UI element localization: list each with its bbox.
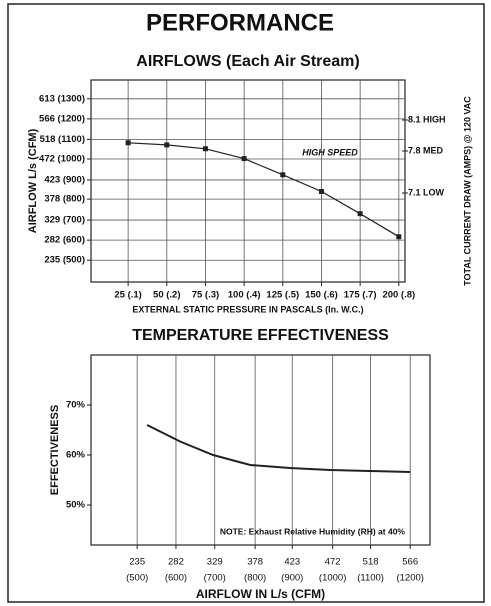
x-tick-label: 235 — [129, 557, 145, 568]
note: NOTE: Exhaust Relative Humidity (RH) at … — [220, 526, 406, 536]
x-axis-label: AIRFLOW IN L/s (CFM) — [196, 587, 325, 601]
x-tick-label: 100 (.4) — [228, 290, 261, 301]
page-frame — [7, 3, 485, 603]
x-tick-label: 329 — [207, 557, 223, 568]
x-tick-sublabel: (900) — [281, 573, 303, 584]
x-tick-label: 518 — [363, 557, 379, 568]
right-label: 8.1 HIGH — [408, 114, 446, 124]
y-tick-label: 60% — [66, 450, 86, 461]
y-tick-label: 329 (700) — [44, 215, 85, 226]
data-point — [280, 172, 286, 178]
page-title: PERFORMANCE — [146, 9, 334, 36]
y-tick-label: 613 (1300) — [39, 93, 85, 104]
x-tick-label: 50 (.2) — [153, 290, 180, 301]
y-tick-label: 472 (1000) — [39, 154, 85, 165]
plot-frame — [90, 354, 431, 546]
x-tick-label: 472 — [325, 557, 341, 568]
y-tick-label: 423 (900) — [44, 174, 85, 185]
x-tick-label: 150 (.6) — [305, 290, 338, 301]
right-label: 7.1 LOW — [408, 187, 445, 197]
x-axis-label: EXTERNAL STATIC PRESSURE IN PASCALS (In.… — [132, 304, 363, 314]
y-axis-label: EFFECTIVENESS — [49, 405, 61, 495]
x-tick-label: 378 — [247, 557, 263, 568]
x-tick-label: 175 (.7) — [344, 290, 377, 301]
y-tick-label: 282 (600) — [44, 235, 85, 246]
y-tick-label: 235 (500) — [44, 255, 85, 266]
x-tick-sublabel: (1000) — [319, 573, 346, 584]
data-point — [396, 234, 402, 240]
x-tick-sublabel: (600) — [165, 573, 187, 584]
data-point — [357, 211, 363, 217]
x-tick-sublabel: (500) — [126, 573, 148, 584]
y-axis-label: AIRFLOW L/s (CFM) — [27, 128, 39, 233]
data-line — [146, 424, 411, 473]
data-line — [128, 142, 400, 238]
x-tick-label: 423 — [284, 557, 300, 568]
x-tick-label: 75 (.3) — [192, 290, 219, 301]
data-point — [202, 146, 208, 152]
annotation: HIGH SPEED — [302, 147, 358, 157]
y-tick-label: 378 (800) — [44, 194, 85, 205]
y2-axis-label: TOTAL CURRENT DRAW (AMPS) @ 120 VAC — [462, 96, 472, 286]
data-point — [164, 142, 170, 148]
x-tick-label: 25 (.1) — [114, 290, 141, 301]
x-tick-sublabel: (700) — [204, 573, 226, 584]
right-label: 7.8 MED — [408, 145, 444, 155]
x-tick-label: 125 (.5) — [266, 290, 299, 301]
chart-title: AIRFLOWS (Each Air Stream) — [136, 53, 359, 70]
x-tick-sublabel: (1200) — [396, 573, 423, 584]
y-tick-label: 50% — [66, 500, 86, 511]
y-tick-label: 518 (1100) — [40, 134, 85, 145]
x-tick-label: 200 (.8) — [382, 290, 415, 301]
data-point — [241, 156, 247, 162]
x-tick-sublabel: (800) — [244, 573, 266, 584]
x-tick-label: 282 — [168, 557, 184, 568]
y-tick-label: 70% — [66, 400, 86, 411]
y-tick-label: 566 (1200) — [39, 113, 85, 124]
data-point — [318, 188, 324, 194]
data-point — [125, 140, 131, 146]
plot-frame — [90, 79, 406, 283]
chart-title: TEMPERATURE EFFECTIVENESS — [132, 327, 389, 344]
x-tick-sublabel: (1100) — [357, 573, 384, 584]
x-tick-label: 566 — [402, 557, 418, 568]
